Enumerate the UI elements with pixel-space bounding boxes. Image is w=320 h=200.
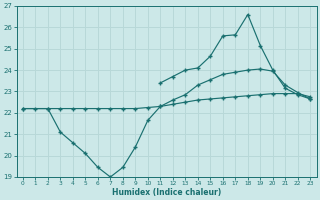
X-axis label: Humidex (Indice chaleur): Humidex (Indice chaleur) (112, 188, 221, 197)
